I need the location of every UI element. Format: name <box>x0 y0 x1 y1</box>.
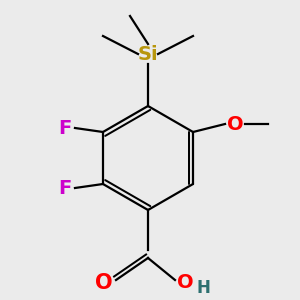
Text: O: O <box>95 273 113 293</box>
Text: F: F <box>58 118 72 137</box>
Text: F: F <box>58 178 72 197</box>
Text: O: O <box>227 115 243 134</box>
Text: H: H <box>196 279 210 297</box>
Text: Si: Si <box>138 44 158 64</box>
Text: O: O <box>177 272 193 292</box>
